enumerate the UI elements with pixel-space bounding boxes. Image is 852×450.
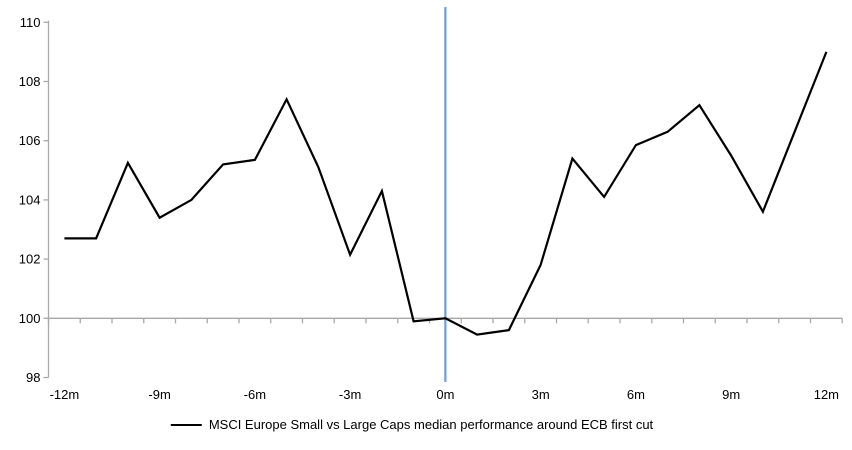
x-tick-label: -12m [50,387,80,402]
y-tick-label: 110 [20,15,41,30]
legend-label: MSCI Europe Small vs Large Caps median p… [208,417,654,432]
y-tick-label: 98 [26,370,40,385]
y-tick-label: 100 [19,311,41,326]
x-tick-label: -6m [244,387,266,402]
x-tick-label: 3m [532,387,550,402]
x-tick-label: 6m [627,387,645,402]
x-tick-label: -3m [339,387,361,402]
y-tick-label: 106 [19,133,41,148]
y-tick-label: 108 [19,74,41,89]
y-tick-label: 102 [19,252,41,267]
x-tick-label: 12m [814,387,839,402]
legend-line-sample-icon [170,423,202,426]
series-line [64,51,828,336]
y-tick-label: 104 [19,192,41,207]
x-tick-label: -9m [148,387,170,402]
legend: MSCI Europe Small vs Large Caps median p… [170,417,654,432]
x-tick-label: 0m [436,387,454,402]
x-tick-label: 9m [722,387,740,402]
